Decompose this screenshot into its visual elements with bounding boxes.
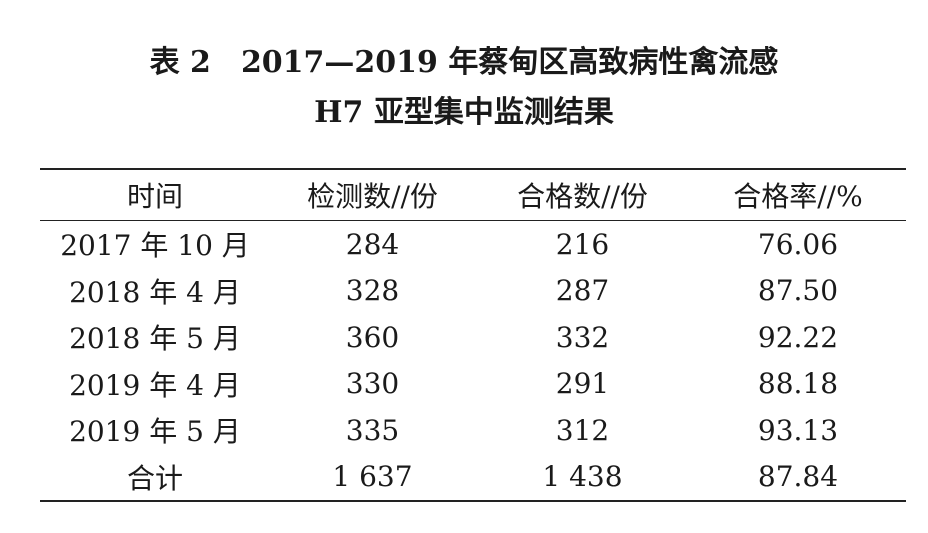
cell-time: 合计 bbox=[126, 461, 183, 495]
cell-rate: 76.06 bbox=[757, 227, 839, 261]
table-row: 2017 年 10 月 284 216 76.06 bbox=[40, 221, 906, 268]
cell-qualified: 332 bbox=[555, 320, 610, 354]
cell-tested: 1 637 bbox=[332, 460, 413, 494]
header-qualified-rate: 合格率//% bbox=[733, 180, 863, 213]
cell-time: 2019 年 4 月 bbox=[69, 368, 241, 402]
table-row: 2019 年 4 月 330 291 88.18 bbox=[40, 361, 906, 408]
header-tested-count: 检测数//份 bbox=[307, 180, 438, 213]
cell-rate: 92.22 bbox=[757, 320, 839, 354]
table-row: 2018 年 4 月 328 287 87.50 bbox=[40, 268, 906, 315]
header-time: 时间 bbox=[126, 180, 183, 213]
cell-time: 2018 年 4 月 bbox=[69, 275, 241, 309]
cell-rate: 87.84 bbox=[757, 460, 839, 494]
cell-tested: 284 bbox=[345, 227, 400, 261]
results-table-container: 时间 检测数//份 合格数//份 合格率//% 2017 年 10 月 284 … bbox=[40, 168, 906, 502]
cell-qualified: 1 438 bbox=[542, 460, 623, 494]
results-table: 时间 检测数//份 合格数//份 合格率//% 2017 年 10 月 284 … bbox=[40, 168, 906, 502]
cell-time: 2019 年 5 月 bbox=[69, 415, 241, 449]
table-number-label: 表 2 bbox=[149, 45, 211, 80]
cell-time: 2018 年 5 月 bbox=[69, 322, 241, 356]
caption-title-line-1: 2017—2019 年蔡甸区高致病性禽流感 bbox=[240, 45, 779, 80]
cell-rate: 87.50 bbox=[757, 274, 839, 308]
table-row-total: 合计 1 637 1 438 87.84 bbox=[40, 454, 906, 501]
cell-tested: 328 bbox=[345, 274, 400, 308]
caption-title-line-2: H7 亚型集中监测结果 bbox=[314, 95, 614, 130]
cell-qualified: 312 bbox=[555, 413, 610, 447]
cell-tested: 330 bbox=[345, 367, 400, 401]
table-caption: 表 2 2017—2019 年蔡甸区高致病性禽流感 H7 亚型集中监测结果 bbox=[0, 38, 928, 138]
cell-time: 2017 年 10 月 bbox=[60, 229, 250, 263]
cell-rate: 93.13 bbox=[757, 413, 839, 447]
cell-qualified: 287 bbox=[555, 274, 610, 308]
cell-qualified: 216 bbox=[555, 227, 610, 261]
caption-line-1: 表 2 2017—2019 年蔡甸区高致病性禽流感 bbox=[0, 38, 928, 88]
table-row: 2019 年 5 月 335 312 93.13 bbox=[40, 407, 906, 454]
cell-rate: 88.18 bbox=[757, 367, 839, 401]
cell-tested: 335 bbox=[345, 413, 400, 447]
table-header-row: 时间 检测数//份 合格数//份 合格率//% bbox=[40, 169, 906, 221]
cell-qualified: 291 bbox=[555, 367, 610, 401]
header-qualified-count: 合格数//份 bbox=[517, 180, 648, 213]
cell-tested: 360 bbox=[345, 320, 400, 354]
table-row: 2018 年 5 月 360 332 92.22 bbox=[40, 314, 906, 361]
